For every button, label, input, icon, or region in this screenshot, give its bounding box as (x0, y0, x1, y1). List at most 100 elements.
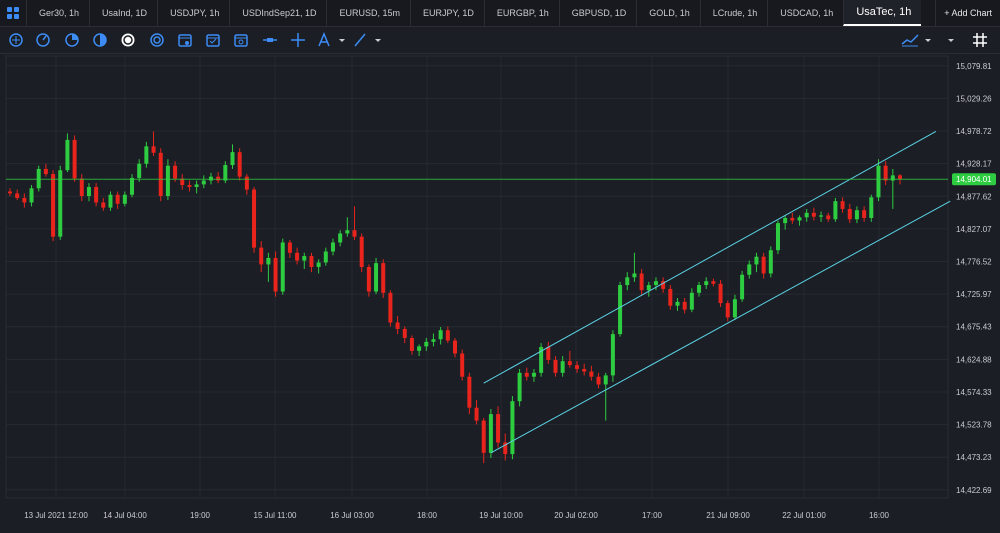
x-tick-label: 18:00 (417, 511, 438, 520)
candle-down (553, 359, 558, 373)
candle-down (496, 414, 501, 443)
candle-up (775, 223, 780, 251)
tab-usdcad-1h[interactable]: USDCAD, 1h (767, 0, 843, 26)
tab-usaind-1d[interactable]: UsaInd, 1D (89, 0, 157, 26)
half-circle-icon[interactable] (90, 30, 110, 50)
candle-down (273, 257, 278, 292)
candle-down (460, 353, 465, 377)
candle-up (137, 163, 142, 178)
candle-up (653, 281, 658, 286)
candle-down (352, 230, 357, 237)
candle-up (108, 194, 113, 208)
x-tick-label: 16:00 (869, 511, 890, 520)
candle-down (381, 263, 386, 293)
candle-down (826, 215, 831, 220)
channel-lower-line[interactable] (490, 200, 951, 454)
candle-up (122, 194, 127, 204)
candle-down (790, 217, 795, 221)
add-chart-button[interactable]: + Add Chart (935, 0, 992, 26)
y-tick-label: 15,029.26 (956, 94, 992, 103)
calendar-icon[interactable] (175, 30, 195, 50)
candlestick-chart[interactable]: 15,079.81 15,029.26 14,978.72 14,928.17 14,8… (0, 54, 1000, 528)
candle-up (632, 273, 637, 278)
indicator-icon[interactable] (900, 30, 920, 50)
channel-upper-line[interactable] (483, 131, 937, 384)
chart-layout-grid-icon[interactable] (0, 0, 26, 26)
candle-up (539, 347, 544, 373)
trendline-dropdown-icon[interactable] (368, 30, 388, 50)
candle-down (503, 442, 508, 455)
clock-icon[interactable] (33, 30, 53, 50)
candle-up (869, 197, 874, 218)
tab-usdjpy-1h[interactable]: USDJPY, 1h (157, 0, 229, 26)
candle-down (237, 152, 242, 177)
candle-up (424, 341, 429, 347)
candle-down (862, 210, 867, 218)
candle-up (130, 177, 135, 195)
price-chart[interactable]: 15,079.81 15,029.26 14,978.72 14,928.17 14,8… (0, 54, 1000, 528)
candle-up (646, 285, 651, 291)
candle-up (36, 168, 41, 189)
candle-down (445, 330, 450, 341)
candle-down (761, 256, 766, 274)
candle-down (216, 176, 221, 181)
candle-down (840, 201, 845, 209)
candle-up (144, 146, 149, 164)
settings-dropdown-icon[interactable] (941, 30, 961, 50)
candle-up (510, 401, 515, 455)
tab-eurusd-15m[interactable]: EURUSD, 15m (326, 0, 410, 26)
calendar-3-icon[interactable] (231, 30, 251, 50)
candle-up (876, 165, 881, 198)
candle-down (718, 283, 723, 304)
candle-down (72, 139, 77, 179)
candle-down (295, 252, 300, 261)
candle-up (280, 242, 285, 292)
text-tool-icon[interactable] (314, 30, 334, 50)
candle-up (302, 256, 307, 261)
calendar-2-icon[interactable] (203, 30, 223, 50)
candle-up (697, 285, 702, 293)
candle-down (173, 165, 178, 179)
candle-up (819, 215, 824, 217)
candle-up (704, 281, 709, 286)
candle-up (266, 257, 271, 265)
tab-eurgbp-1h[interactable]: EURGBP, 1h (483, 0, 559, 26)
candle-up (732, 299, 737, 318)
y-tick-label: 14,574.33 (956, 388, 992, 397)
x-tick-label: 22 Jul 01:00 (782, 511, 826, 520)
candle-down (589, 371, 594, 377)
tab-ger30-1h[interactable]: Ger30, 1h (26, 0, 89, 26)
horizontal-line-icon[interactable] (260, 30, 280, 50)
y-tick-label: 14,827.07 (956, 225, 992, 234)
target-icon[interactable] (118, 30, 138, 50)
trendline-tool-icon[interactable] (350, 30, 370, 50)
candle-up (754, 256, 759, 265)
tab-usdindsep21-1d[interactable]: USDIndSep21, 1D (229, 0, 326, 26)
tab-usatec-1h[interactable]: UsaTec, 1h (843, 0, 922, 26)
indicator-dropdown-icon[interactable] (918, 30, 938, 50)
candle-up (747, 264, 752, 275)
grid-icon[interactable] (970, 30, 990, 50)
candle-down (252, 189, 257, 248)
y-tick-label: 14,675.43 (956, 323, 992, 332)
crosshair-icon[interactable] (288, 30, 308, 50)
candle-up (603, 375, 608, 385)
tab-gbpusd-1d[interactable]: GBPUSD, 1D (558, 0, 637, 26)
candle-down (524, 372, 529, 377)
candle-down (546, 347, 551, 360)
crosshair-circle-icon[interactable] (6, 30, 26, 50)
tab-eurjpy-1d[interactable]: EURJPY, 1D (409, 0, 484, 26)
candle-down (467, 376, 472, 408)
candle-down (453, 340, 457, 354)
tab-lcrude-1h[interactable]: LCrude, 1h (699, 0, 768, 26)
candle-up (201, 180, 206, 185)
plot-area (5, 55, 949, 499)
ring-icon[interactable] (147, 30, 167, 50)
text-tool-dropdown-icon[interactable] (332, 30, 352, 50)
y-tick-label: 15,079.81 (956, 62, 992, 71)
x-tick-label: 13 Jul 2021 12:00 (24, 511, 88, 520)
pie-icon[interactable] (62, 30, 82, 50)
current-price-badge (952, 173, 996, 186)
candle-up (560, 361, 565, 373)
tab-gold-1h[interactable]: GOLD, 1h (636, 0, 700, 26)
